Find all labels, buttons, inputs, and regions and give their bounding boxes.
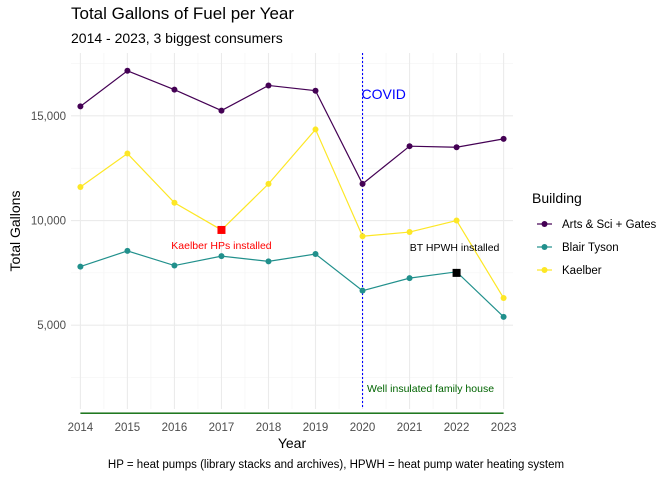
data-point: [124, 67, 131, 74]
x-tick-label: 2017: [209, 422, 235, 434]
data-point: [453, 144, 460, 151]
data-point: [171, 262, 178, 269]
y-axis-title: Total Gallons: [7, 191, 23, 272]
data-point: [265, 258, 272, 265]
chart-title: Total Gallons of Fuel per Year: [71, 4, 295, 23]
legend-label: Kaelber: [562, 265, 602, 277]
data-point: [359, 180, 366, 187]
x-tick-label: 2020: [350, 422, 376, 434]
data-point: [124, 150, 131, 157]
series-line: [80, 128, 505, 299]
data-point: [77, 184, 84, 191]
x-tick-label: 2016: [162, 422, 188, 434]
data-point: [453, 217, 460, 224]
legend-label: Arts & Sci + Gates: [562, 219, 657, 231]
x-tick-label: 2019: [303, 422, 329, 434]
y-tick-label: 5,000: [37, 320, 66, 332]
data-point: [406, 229, 413, 236]
data-point: [312, 251, 319, 258]
data-point: [77, 263, 84, 270]
data-point: [359, 233, 366, 240]
legend-title: Building: [532, 190, 582, 206]
data-point: [500, 313, 507, 320]
data-point: [265, 180, 272, 187]
data-point: [171, 86, 178, 93]
series-line: [80, 70, 504, 185]
y-tick-label: 15,000: [31, 111, 66, 123]
data-point: [359, 287, 366, 294]
x-tick-label: 2018: [256, 422, 282, 434]
chart-subtitle: 2014 - 2023, 3 biggest consumers: [71, 30, 283, 46]
x-tick-label: 2021: [397, 422, 423, 434]
data-point: [312, 126, 319, 133]
x-axis-title: Year: [278, 435, 307, 451]
event-marker-label: BT HPWH installed: [410, 242, 500, 254]
y-tick-label: 10,000: [31, 216, 66, 228]
x-tick-label: 2022: [444, 422, 470, 434]
series-line: [80, 250, 505, 318]
data-point: [406, 275, 413, 282]
data-point: [171, 199, 178, 206]
x-tick-label: 2023: [491, 422, 517, 434]
event-marker: [452, 268, 461, 277]
x-tick-label: 2014: [68, 422, 94, 434]
chart-caption: HP = heat pumps (library stacks and arch…: [107, 459, 565, 471]
legend-label: Blair Tyson: [562, 242, 619, 254]
baseline-label: Well insulated family house: [367, 383, 494, 395]
data-point: [124, 247, 131, 254]
data-point: [500, 295, 507, 302]
data-point: [218, 253, 225, 260]
event-marker-label: Kaelber HPs installed: [171, 240, 272, 252]
legend-key-point: [541, 221, 548, 227]
legend-key-point: [541, 267, 548, 273]
data-point: [265, 82, 272, 89]
covid-label: COVID: [362, 86, 406, 102]
legend-key-point: [541, 244, 548, 250]
data-point: [406, 143, 413, 150]
data-point: [500, 135, 507, 142]
event-marker: [217, 225, 226, 234]
data-point: [218, 107, 225, 114]
data-point: [77, 103, 84, 110]
data-point: [312, 87, 319, 94]
x-tick-label: 2015: [115, 422, 141, 434]
